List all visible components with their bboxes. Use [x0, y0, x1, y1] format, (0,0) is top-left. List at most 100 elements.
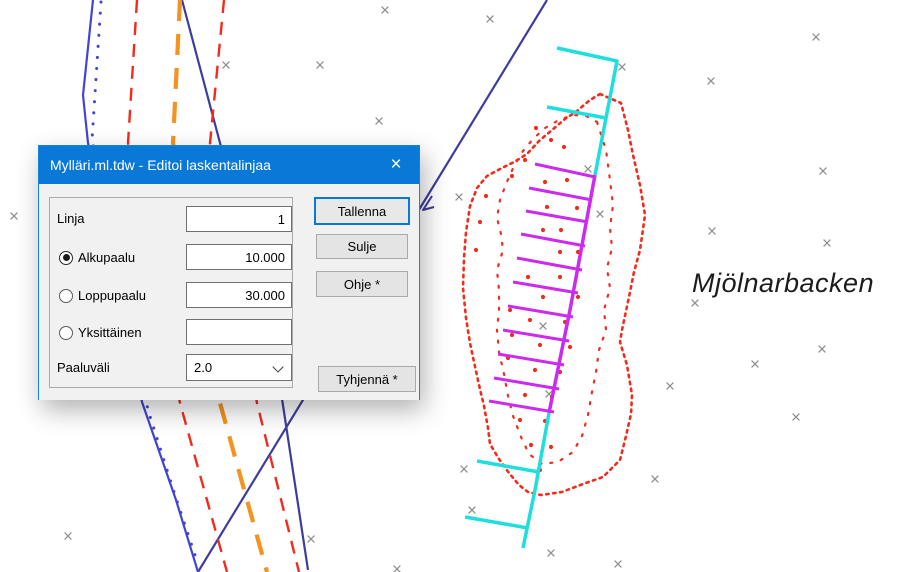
terrain-dot	[542, 179, 548, 185]
close-icon[interactable]: ×	[390, 154, 402, 175]
dialog-title-bar[interactable]: Mylläri.ml.tdw - Editoi laskentalinjaa ×	[39, 146, 419, 184]
x-marker	[792, 413, 800, 421]
station-hatch-line	[534, 162, 596, 179]
x-marker	[307, 535, 315, 543]
x-marker	[381, 6, 389, 14]
navy-arrowhead	[422, 195, 435, 211]
paaluvali-label: Paaluväli	[57, 360, 110, 375]
terrain-dot	[540, 227, 546, 233]
cyan-tick-bottom-2	[464, 515, 529, 530]
terrain-dot	[517, 417, 523, 423]
loppupaalu-radio-row: Loppupaalu	[59, 288, 146, 303]
x-marker	[468, 506, 476, 514]
yksittainen-label: Yksittäinen	[78, 325, 142, 340]
terrain-dot	[522, 157, 528, 163]
red-dotted-inner-contour	[495, 113, 615, 466]
station-hatch-line	[528, 186, 593, 202]
place-label: Mjölnarbacken	[692, 268, 875, 298]
dialog-title: Mylläri.ml.tdw - Editoi laskentalinjaa	[50, 157, 271, 173]
cyan-tick-bottom-1	[476, 459, 540, 474]
terrain-dot	[533, 125, 539, 131]
station-hatch-line	[493, 376, 560, 391]
terrain-dot	[473, 247, 479, 253]
cyan-tick-top	[546, 105, 607, 120]
loppupaalu-label: Loppupaalu	[78, 288, 146, 303]
terrain-dot	[544, 204, 550, 210]
x-marker	[316, 61, 324, 69]
terrain-dot	[561, 144, 567, 150]
edit-calculation-line-dialog: Mylläri.ml.tdw - Editoi laskentalinjaa ×…	[38, 145, 420, 400]
x-marker	[666, 382, 674, 390]
terrain-dot	[525, 274, 531, 280]
x-marker	[596, 210, 604, 218]
x-marker	[64, 532, 72, 540]
paaluvali-value: 2.0	[194, 360, 213, 375]
x-marker	[584, 165, 592, 173]
terrain-dot	[532, 367, 538, 373]
x-marker	[651, 475, 659, 483]
x-marker	[823, 239, 831, 247]
x-marker	[691, 299, 699, 307]
loppupaalu-radio[interactable]	[59, 288, 73, 303]
station-hatch-line	[516, 256, 583, 272]
alkupaalu-input[interactable]	[186, 244, 292, 270]
alkupaalu-radio[interactable]	[59, 250, 73, 265]
dialog-body: Linja Alkupaalu Loppupaalu Yksittäinen P…	[39, 184, 419, 400]
sulje-button[interactable]: Sulje	[316, 234, 408, 259]
yksittainen-radio[interactable]	[59, 325, 73, 340]
parameter-group-box	[49, 197, 293, 388]
terrain-dot	[527, 317, 533, 323]
terrain-dot	[540, 294, 546, 300]
tallenna-button[interactable]: Tallenna	[314, 197, 410, 225]
terrain-dot	[558, 227, 564, 233]
x-marker	[618, 63, 626, 71]
station-hatch-line	[502, 328, 570, 343]
x-marker	[547, 549, 555, 557]
x-marker	[708, 227, 716, 235]
loppupaalu-input[interactable]	[186, 282, 292, 308]
x-marker	[819, 167, 827, 175]
x-marker	[707, 77, 715, 85]
terrain-dot	[507, 307, 513, 313]
ohje-button[interactable]: Ohje *	[316, 271, 408, 297]
x-marker	[455, 193, 463, 201]
yksittainen-input[interactable]	[186, 319, 292, 345]
x-marker	[751, 360, 759, 368]
x-marker	[460, 465, 468, 473]
magenta-centerline	[547, 174, 597, 414]
terrain-dot	[483, 193, 489, 199]
station-hatch-line	[525, 209, 589, 224]
red-dotted-outline	[461, 92, 647, 497]
x-marker	[614, 560, 622, 568]
x-marker	[812, 33, 820, 41]
terrain-dot	[509, 173, 515, 179]
terrain-dot	[477, 219, 483, 225]
terrain-dot	[575, 294, 581, 300]
cyan-guideline-top	[556, 46, 619, 176]
yksittainen-radio-row: Yksittäinen	[59, 325, 142, 340]
point-markers	[10, 6, 831, 572]
terrain-dot	[528, 442, 534, 448]
station-hatch-line	[520, 232, 586, 248]
linja-input[interactable]	[186, 206, 292, 232]
terrain-dot	[548, 444, 554, 450]
terrain-dot	[537, 342, 543, 348]
x-marker	[486, 15, 494, 23]
terrain-dot	[509, 332, 515, 338]
alkupaalu-label: Alkupaalu	[78, 250, 136, 265]
x-marker	[222, 61, 230, 69]
x-marker	[393, 565, 401, 572]
linja-label: Linja	[57, 211, 85, 226]
alkupaalu-radio-row: Alkupaalu	[59, 250, 135, 265]
tyhjenna-button[interactable]: Tyhjennä *	[318, 366, 416, 392]
station-hatch-line	[512, 280, 579, 295]
chevron-down-icon	[272, 361, 284, 373]
x-marker	[10, 212, 18, 220]
terrain-dot	[564, 177, 570, 183]
paaluvali-combobox[interactable]: 2.0	[186, 354, 292, 381]
x-marker	[539, 322, 547, 330]
terrain-dot	[548, 137, 554, 143]
terrain-dot	[557, 249, 563, 255]
terrain-dot	[557, 274, 563, 280]
